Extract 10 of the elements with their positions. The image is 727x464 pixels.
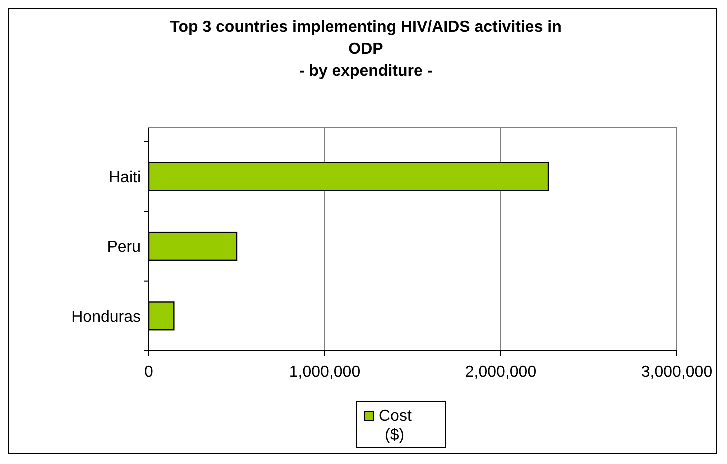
x-tick-label: 0 xyxy=(144,364,154,381)
y-tick-label: Honduras xyxy=(72,308,141,326)
x-tick-label: 3,000,000 xyxy=(641,364,713,381)
chart-subtitle: - by expenditure - xyxy=(299,63,433,80)
y-tick-label: Haiti xyxy=(108,169,141,186)
x-tick-label: 2,000,000 xyxy=(465,364,537,381)
legend-label: Cost ($) xyxy=(379,408,412,444)
x-tick-label: 1,000,000 xyxy=(289,364,361,381)
chart-title: Top 3 countries implementing HIV/AIDS activities in ODP xyxy=(170,19,562,58)
y-tick-label: Peru xyxy=(107,239,141,256)
